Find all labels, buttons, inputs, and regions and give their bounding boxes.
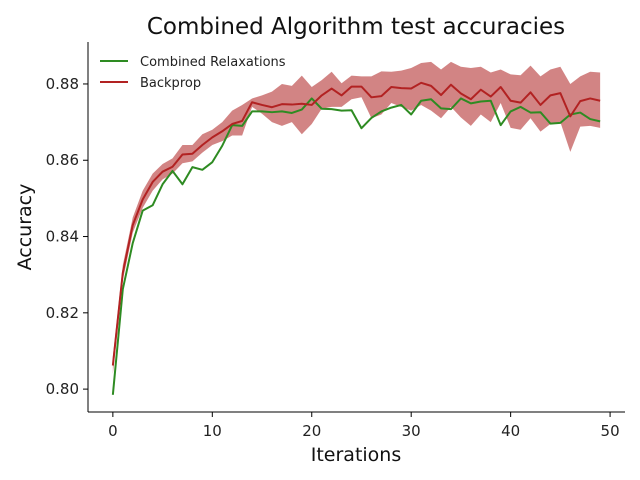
x-tick-label: 20 — [302, 422, 321, 440]
y-axis-ticks: 0.80 0.82 0.84 0.86 0.88 — [46, 75, 88, 398]
x-axis-title: Iterations — [311, 444, 402, 466]
backprop-series-line — [111, 81, 601, 366]
chart-title: Combined Algorithm test accuracies — [147, 14, 565, 40]
x-tick-label: 0 — [108, 422, 118, 440]
y-tick-label: 0.80 — [46, 380, 79, 398]
legend-label: Combined Relaxations — [140, 55, 286, 70]
y-tick-label: 0.84 — [46, 228, 79, 246]
x-tick-label: 50 — [601, 422, 620, 440]
legend: Combined Relaxations Backprop — [100, 55, 286, 91]
x-tick-label: 10 — [203, 422, 222, 440]
y-tick-label: 0.86 — [46, 151, 79, 169]
backprop-confidence-band — [112, 61, 601, 374]
confidence-bands — [112, 61, 601, 374]
series-lines — [111, 81, 601, 395]
y-tick-label: 0.82 — [46, 304, 79, 322]
x-tick-label: 30 — [402, 422, 421, 440]
legend-label: Backprop — [140, 76, 201, 91]
combined-relaxations-series-line — [111, 97, 601, 395]
x-tick-label: 40 — [501, 422, 520, 440]
y-tick-label: 0.88 — [46, 75, 79, 93]
y-axis-title: Accuracy — [14, 184, 36, 271]
x-axis-ticks: 0 10 20 30 40 50 — [108, 412, 620, 440]
